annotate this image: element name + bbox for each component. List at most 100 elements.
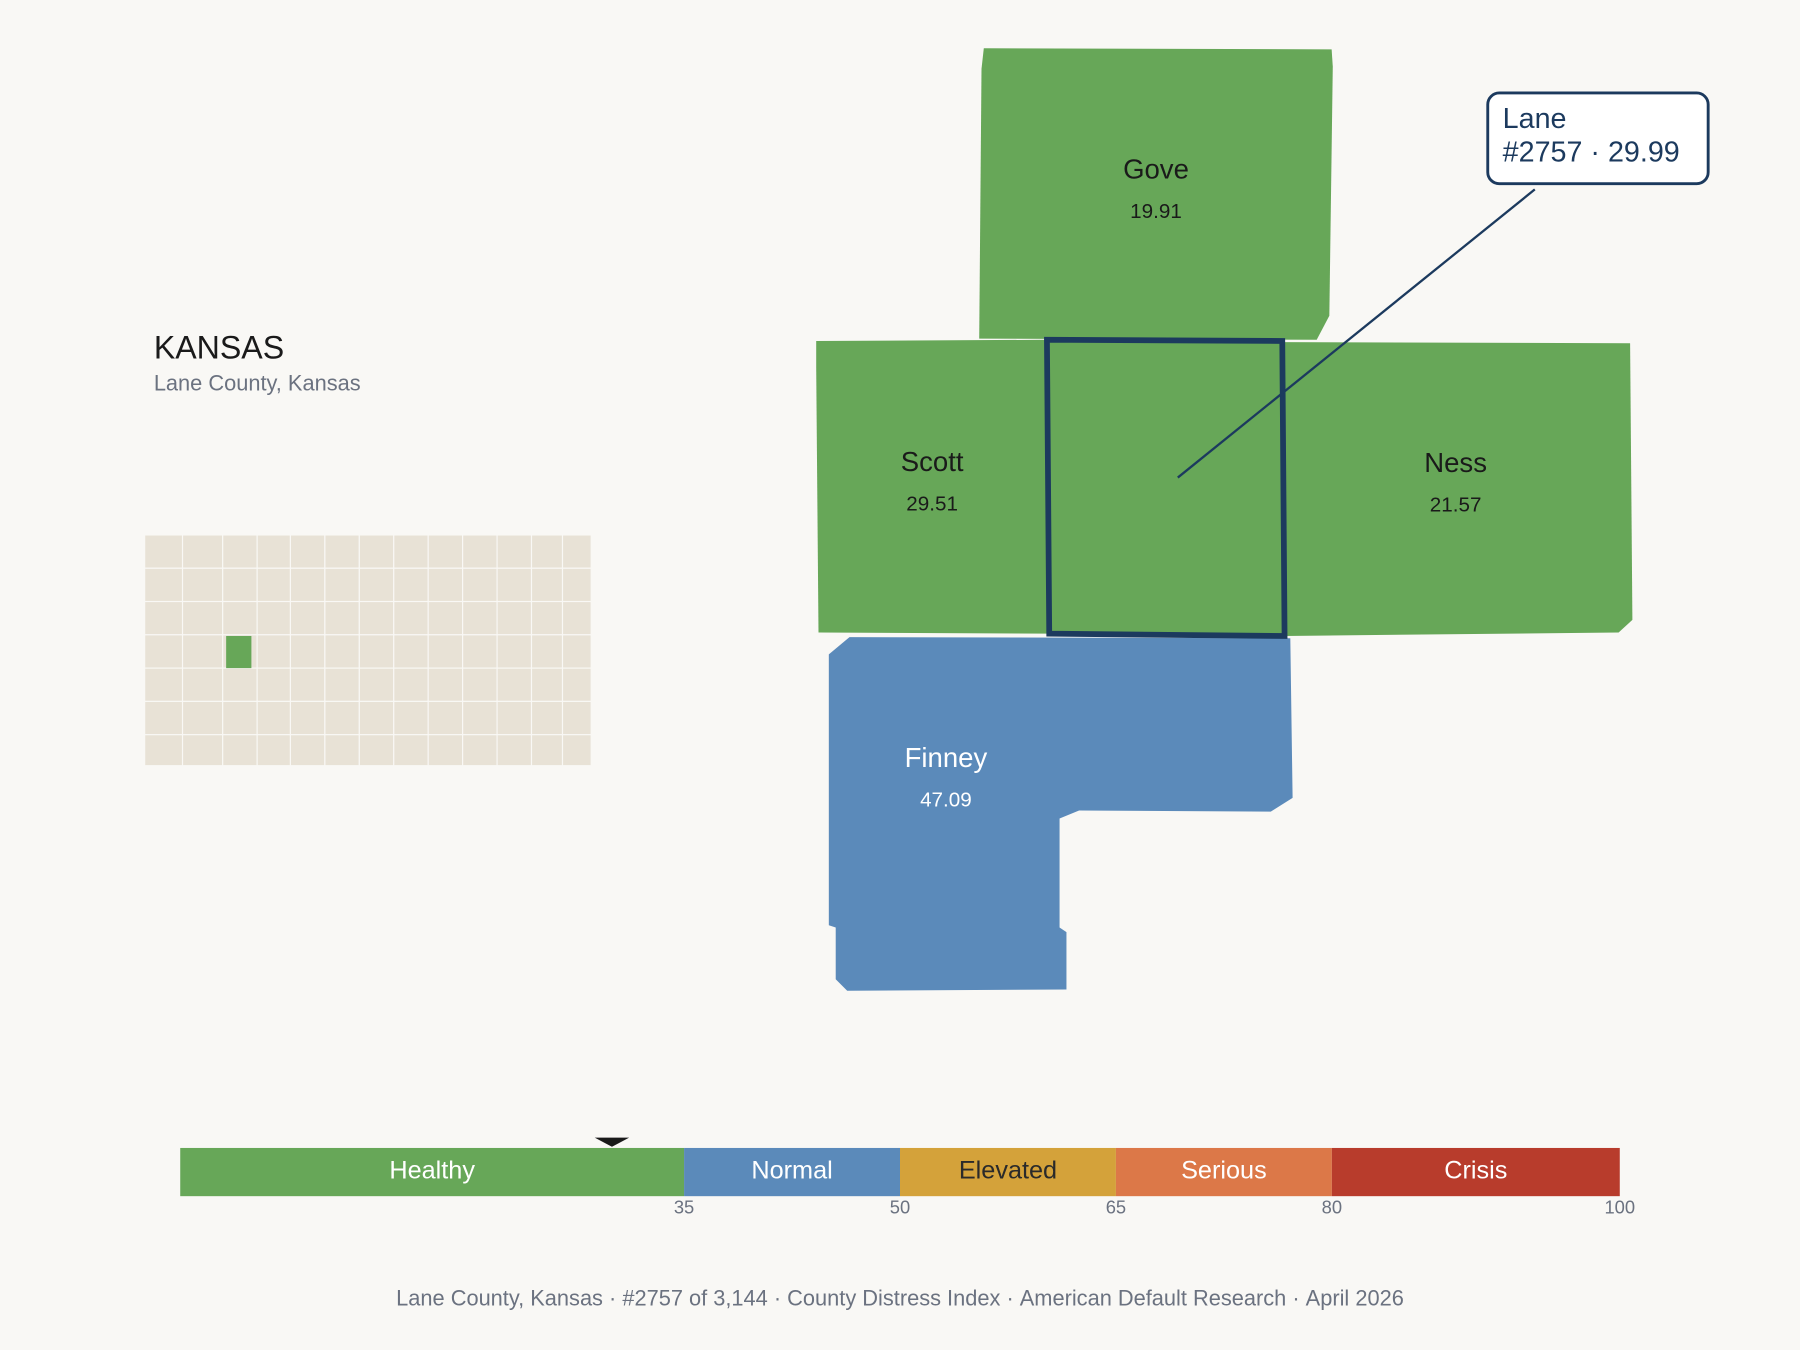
minimap-county [427, 634, 464, 669]
minimap-county [496, 700, 533, 736]
minimap-county [324, 667, 360, 702]
minimap-county [561, 600, 592, 636]
minimap-county [324, 734, 360, 767]
footer-item: American Default Research [1020, 1285, 1287, 1310]
minimap-county [144, 567, 184, 603]
minimap-county [256, 567, 292, 603]
legend-tick-label: 65 [1106, 1197, 1126, 1218]
footer-item: County Distress Index [787, 1285, 1000, 1310]
minimap-county [393, 600, 429, 636]
legend-tick-label: 80 [1322, 1197, 1342, 1218]
minimap-county [181, 534, 224, 569]
minimap-county [324, 567, 360, 603]
minimap-county [393, 534, 429, 569]
minimap-county [427, 734, 464, 767]
minimap-county [462, 667, 498, 702]
minimap-county [530, 567, 564, 603]
county-shape [979, 48, 1333, 340]
minimap-county [496, 667, 533, 702]
minimap-county [427, 567, 464, 603]
minimap-county [289, 700, 326, 736]
minimap-county [144, 600, 184, 636]
minimap-county [222, 600, 258, 636]
legend-band [900, 1147, 1116, 1197]
minimap-county [144, 700, 184, 736]
county-name: Ness [1424, 447, 1487, 478]
minimap-county [324, 634, 360, 669]
minimap-selected-county [226, 635, 252, 669]
minimap-county [393, 634, 429, 669]
minimap-county [393, 700, 429, 736]
minimap-county [222, 700, 258, 736]
selected-county [1044, 336, 1288, 639]
minimap-county [289, 734, 326, 767]
minimap-county [358, 667, 395, 702]
minimap-county [358, 634, 395, 669]
minimap-county [358, 700, 395, 736]
county-value: 21.57 [1430, 494, 1482, 517]
minimap-county [530, 700, 564, 736]
legend: Healthy Normal Elevated Serious Crisis 35 50 65… [180, 1137, 1635, 1218]
county-name: Gove [1123, 153, 1189, 184]
minimap-county [256, 700, 292, 736]
legend-band [684, 1147, 900, 1197]
minimap-county [144, 634, 184, 669]
footer-separator: · [1286, 1285, 1305, 1310]
minimap-county [496, 600, 533, 636]
minimap-county [561, 734, 592, 767]
minimap-county [496, 634, 533, 669]
minimap-county [181, 600, 224, 636]
minimap-county [181, 567, 224, 603]
minimap-county [561, 667, 592, 702]
minimap-county [496, 567, 533, 603]
minimap-county [496, 534, 533, 569]
legend-band-label: Elevated [959, 1157, 1057, 1185]
legend-tick-label: 100 [1604, 1197, 1635, 1218]
minimap-county [256, 667, 292, 702]
county-value: 19.91 [1130, 200, 1182, 223]
minimap-county [393, 667, 429, 702]
minimap-county [181, 734, 224, 767]
state-title: KANSAS [154, 330, 284, 366]
minimap-county [561, 700, 592, 736]
minimap-county [496, 734, 533, 767]
minimap-county [561, 634, 592, 669]
minimap-county [144, 734, 184, 767]
minimap-county [530, 534, 564, 569]
minimap-county [427, 700, 464, 736]
minimap-county [530, 600, 564, 636]
minimap-county [358, 734, 395, 767]
footer-separator: · [1000, 1285, 1019, 1310]
minimap-county [222, 534, 258, 569]
footer-item: April 2026 [1306, 1285, 1404, 1310]
minimap-county [561, 567, 592, 603]
legend-tick-label: 35 [674, 1197, 694, 1218]
minimap-county [256, 634, 292, 669]
minimap-county [462, 634, 498, 669]
minimap-county [530, 667, 564, 702]
minimap-county [222, 667, 258, 702]
footer-separator: · [603, 1285, 622, 1310]
minimap-county [462, 600, 498, 636]
minimap-county [324, 534, 360, 569]
legend-band-label: Normal [751, 1157, 832, 1185]
legend-band-label: Healthy [389, 1157, 475, 1185]
minimap-county [358, 600, 395, 636]
footer-item: Lane County, Kansas [396, 1285, 603, 1310]
county-shape [816, 339, 1047, 634]
minimap-county [144, 667, 184, 702]
minimap-county [289, 667, 326, 702]
minimap-county [530, 734, 564, 767]
county-name: Scott [901, 446, 964, 477]
legend-marker [594, 1137, 630, 1147]
county-name: Finney [905, 742, 988, 773]
minimap-county [561, 534, 592, 569]
minimap-county [181, 700, 224, 736]
minimap-county [393, 734, 429, 767]
county-shape [828, 637, 1293, 991]
minimap-county [256, 534, 292, 569]
minimap-county [256, 734, 292, 767]
minimap-county [393, 567, 429, 603]
minimap-county [530, 634, 564, 669]
